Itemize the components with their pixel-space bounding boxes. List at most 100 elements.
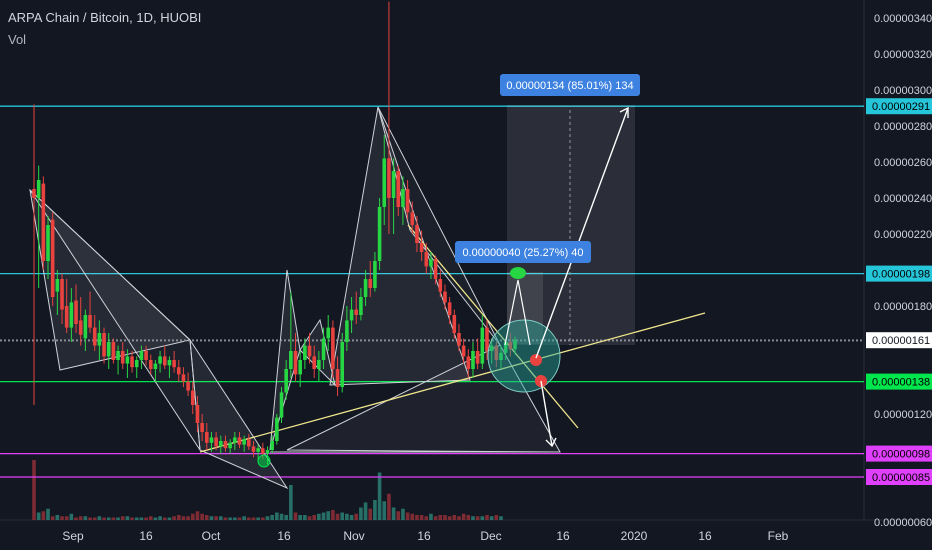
volume-bar <box>209 516 214 520</box>
candle-body <box>457 333 461 346</box>
candle-body <box>200 423 204 432</box>
volume-bar <box>204 515 209 520</box>
candle-body <box>153 363 158 369</box>
price-tick-label: 0.00000320 <box>874 49 932 61</box>
volume-bar <box>317 513 321 520</box>
candle-body <box>69 302 74 328</box>
volume-bar <box>480 516 485 520</box>
time-tick-label: Oct <box>202 529 221 543</box>
time-tick-label: Sep <box>62 529 84 543</box>
volume-bar <box>256 517 260 520</box>
candle-body <box>471 351 475 369</box>
price-label-box <box>866 265 932 282</box>
volume-bar <box>223 517 228 520</box>
volume-bar <box>312 515 316 520</box>
volume-bar <box>284 515 288 520</box>
volume-bar <box>335 513 340 520</box>
volume-bar <box>326 511 331 520</box>
price-tick-label: 0.00000240 <box>874 193 932 205</box>
candle-body <box>489 345 494 351</box>
candle-body <box>172 360 176 368</box>
candle-body <box>242 439 246 445</box>
volume-bar <box>447 516 452 520</box>
volume-bar <box>494 515 499 520</box>
volume-bar <box>424 516 429 520</box>
volume-bar <box>368 508 373 520</box>
candle-body <box>405 189 410 213</box>
candle-body <box>499 352 503 360</box>
volume-bar <box>289 485 293 520</box>
candle-body <box>209 437 214 443</box>
volume-bar <box>298 515 302 520</box>
volume-bar <box>349 515 354 520</box>
candle-body <box>111 342 116 360</box>
price-tick-label: 0.00000280 <box>874 121 932 133</box>
candle-body <box>195 405 200 423</box>
volume-bar <box>148 516 153 520</box>
volume-bar <box>130 517 134 520</box>
volume-bar <box>106 517 111 520</box>
volume-bar <box>167 517 172 520</box>
volume-bar <box>83 516 88 520</box>
volume-bar <box>69 513 74 520</box>
volume-bar <box>466 515 471 520</box>
candle-body <box>303 345 307 360</box>
candle-body <box>144 351 148 360</box>
measure-label-text: 0.00000040 (25.27%) 40 <box>462 247 583 259</box>
price-tick-label: 0.00000120 <box>874 409 932 421</box>
volume-bar <box>172 516 176 520</box>
volume-bar <box>377 472 382 520</box>
price-label-text: 0.00000098 <box>872 449 930 461</box>
price-labels: 0.00000291 0.00000198 0.00000161 0.00000138… <box>866 98 932 485</box>
volume-bar <box>158 516 162 520</box>
candle-body <box>46 225 50 261</box>
candle-body <box>326 327 331 339</box>
candle-body <box>289 351 293 369</box>
candle-body <box>190 390 195 405</box>
volume-bar <box>499 516 503 520</box>
candle-body <box>233 437 237 443</box>
candle-body <box>443 291 447 303</box>
candle-body <box>261 448 265 454</box>
candle-body <box>228 442 232 449</box>
candle-body <box>508 342 513 350</box>
volume-bar <box>485 515 489 520</box>
candle-body <box>74 300 78 324</box>
candle-body <box>50 219 55 297</box>
volume-bar <box>401 508 405 520</box>
candle-body <box>219 441 223 447</box>
time-tick-label: Feb <box>768 529 789 543</box>
volume-layer <box>32 460 503 520</box>
candle-body <box>237 437 242 445</box>
candle-body <box>265 450 270 454</box>
volume-bar <box>41 511 46 520</box>
volume-bar <box>303 515 307 520</box>
volume-bar <box>88 517 92 520</box>
candle-body <box>321 338 326 360</box>
candle-body <box>424 252 429 267</box>
volume-bar <box>354 513 359 520</box>
price-label-box <box>866 469 932 485</box>
candle-body <box>466 356 471 369</box>
candle-body <box>36 180 41 198</box>
volume-bar <box>387 493 391 520</box>
candle-body <box>312 356 316 369</box>
volume-bar <box>219 516 223 520</box>
candle-body <box>429 259 433 267</box>
volume-bar <box>363 502 368 520</box>
volume-bar <box>475 516 480 520</box>
volume-bar <box>60 516 64 520</box>
candle-body <box>148 360 153 369</box>
volume-bar <box>190 513 195 520</box>
candle-body <box>331 327 335 369</box>
candles-layer <box>32 1 517 465</box>
time-tick-label: 2020 <box>621 529 648 543</box>
candle-body <box>223 441 228 449</box>
volume-bar <box>237 517 242 520</box>
candle-body <box>368 279 373 288</box>
candle-body <box>279 392 284 418</box>
volume-bar <box>120 516 125 520</box>
candle-body <box>78 320 83 335</box>
